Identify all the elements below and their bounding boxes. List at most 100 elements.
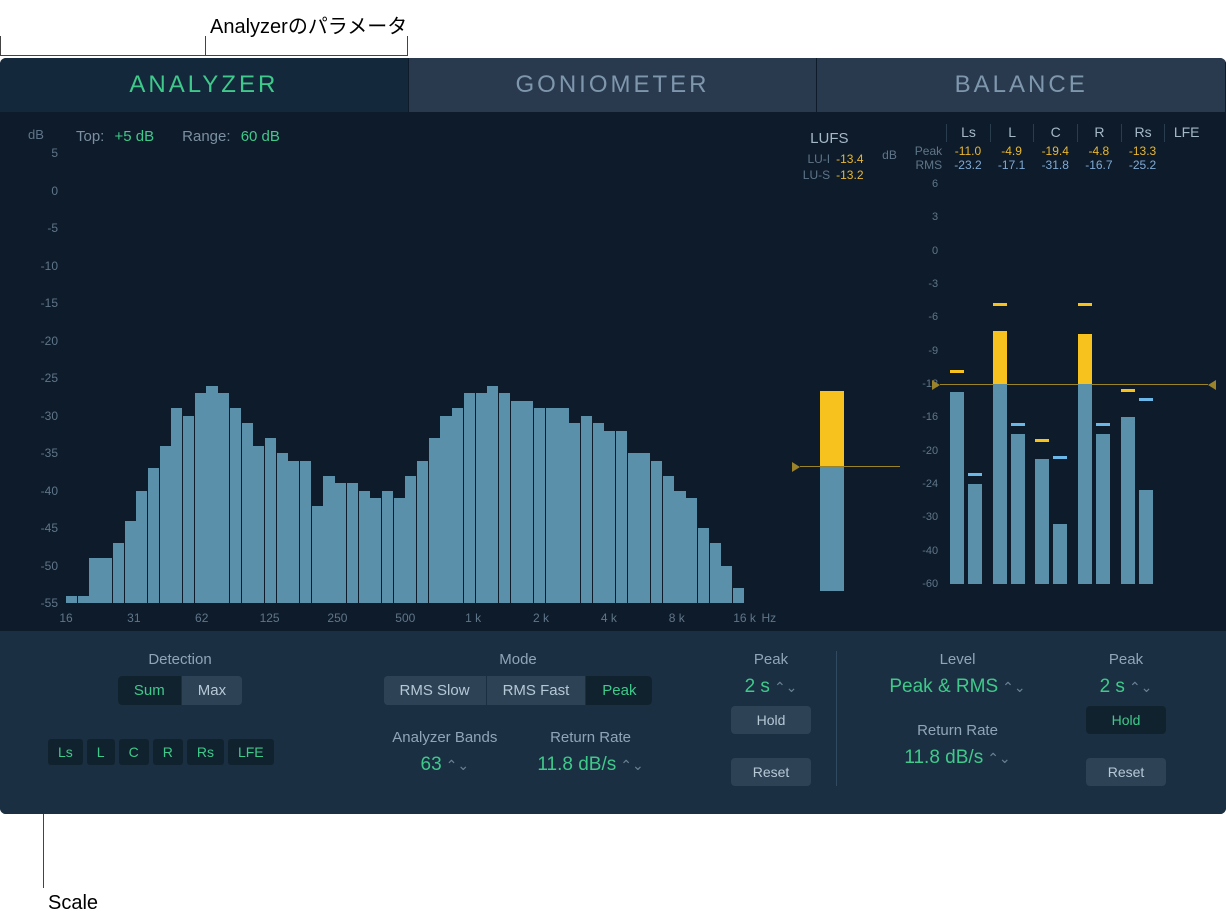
- chan-peak-yellow: [1121, 389, 1135, 392]
- peak-1-title: Peak: [724, 651, 818, 668]
- lufs-value: -13.2: [836, 168, 863, 182]
- toggle-rs[interactable]: Rs: [187, 739, 224, 765]
- spectrum-bar: [593, 423, 604, 603]
- toggle-lfe[interactable]: LFE: [228, 739, 274, 765]
- reading-cell: -17.1: [990, 158, 1034, 172]
- spectrum-bar: [300, 461, 311, 604]
- spectrum-bar: [733, 588, 744, 603]
- spectrum-bar: [440, 416, 451, 604]
- tab-balance[interactable]: BALANCE: [817, 58, 1226, 112]
- chan-y-tick: 6: [906, 178, 938, 190]
- spectrum-bar: [183, 416, 194, 604]
- spectrum-bar: [522, 401, 533, 604]
- spectrum-bar: [639, 453, 650, 603]
- chan-bar-blue-right: [968, 484, 982, 584]
- lufs-title: LUFS: [790, 122, 900, 151]
- y-tick: -20: [22, 334, 58, 348]
- spectrum-bar: [698, 528, 709, 603]
- stepper-icon[interactable]: ⌃⌄: [987, 750, 1010, 766]
- spectrum-bar: [323, 476, 334, 604]
- level-value[interactable]: Peak & RMS⌃⌄: [877, 676, 1038, 698]
- annotation-top-label: Analyzerのパラメータ: [210, 10, 407, 39]
- y-tick: 5: [22, 146, 58, 160]
- spectrum-bar: [511, 401, 522, 604]
- chan-bar-yellow: [1078, 334, 1092, 384]
- x-tick: 125: [260, 611, 280, 625]
- spectrum-bar: [288, 461, 299, 604]
- spectrum-bar: [101, 558, 112, 603]
- chan-peak-blue: [1011, 423, 1025, 426]
- lufs-threshold-line: [800, 466, 900, 467]
- spectrum-bar: [721, 566, 732, 604]
- chan-y-tick: -3: [906, 278, 938, 290]
- detection-max[interactable]: Max: [182, 676, 242, 705]
- range-label: Range:: [182, 128, 230, 145]
- chan-bar-blue-left: [993, 384, 1007, 584]
- mode-rms-slow[interactable]: RMS Slow: [384, 676, 487, 705]
- stepper-icon[interactable]: ⌃⌄: [1129, 679, 1152, 695]
- chan-bar-blue-right: [1011, 434, 1025, 584]
- range-value[interactable]: 60 dB: [241, 128, 280, 145]
- reset-button-2[interactable]: Reset: [1086, 758, 1166, 786]
- chan-peak-blue: [1096, 423, 1110, 426]
- controls-panel: Detection SumMax LsLCRRsLFE Mode RMS Slo…: [0, 631, 1226, 814]
- x-tick: 8 k: [669, 611, 685, 625]
- spectrum-bar: [335, 483, 346, 603]
- x-tick: 62: [195, 611, 208, 625]
- chan-peak-yellow: [950, 370, 964, 373]
- detection-sum[interactable]: Sum: [118, 676, 182, 705]
- toggle-c[interactable]: C: [119, 739, 149, 765]
- reset-button-1[interactable]: Reset: [731, 758, 811, 786]
- return-rate-1-value[interactable]: 11.8 dB/s⌃⌄: [537, 754, 643, 776]
- x-tick: 1 k: [465, 611, 481, 625]
- chan-header-Ls: Ls: [946, 124, 990, 142]
- chan-peak-blue: [1053, 456, 1067, 459]
- return-rate-2-value[interactable]: 11.8 dB/s⌃⌄: [877, 747, 1038, 769]
- toggle-r[interactable]: R: [153, 739, 183, 765]
- hold-button-2[interactable]: Hold: [1086, 706, 1166, 734]
- hz-label: Hz: [761, 611, 776, 625]
- chan-col: [1074, 184, 1117, 582]
- stepper-icon[interactable]: ⌃⌄: [620, 757, 643, 773]
- chan-bar-blue-right: [1096, 434, 1110, 584]
- chan-col: [1117, 184, 1160, 582]
- chan-y-tick: -16: [906, 411, 938, 423]
- mode-rms-fast[interactable]: RMS Fast: [487, 676, 587, 705]
- peak-1-value[interactable]: 2 s⌃⌄: [724, 676, 818, 698]
- lufs-value: -13.4: [836, 152, 863, 166]
- spectrum-bar: [195, 393, 206, 603]
- reading-label: RMS: [910, 158, 946, 172]
- tab-goniometer[interactable]: GONIOMETER: [409, 58, 818, 112]
- lufs-bar-yellow: [820, 391, 844, 466]
- spectrum-bar: [370, 498, 381, 603]
- spectrum-bar: [242, 423, 253, 603]
- lufs-meter: [790, 191, 900, 591]
- top-value[interactable]: +5 dB: [115, 128, 155, 145]
- spectrum-graph[interactable]: dB 50-5-10-15-20-25-30-35-40-45-50-55 16…: [66, 153, 770, 603]
- tab-analyzer[interactable]: ANALYZER: [0, 58, 409, 112]
- chan-y-tick: 3: [906, 211, 938, 223]
- toggle-l[interactable]: L: [87, 739, 115, 765]
- spectrum-bar: [347, 483, 358, 603]
- x-tick: 16 k: [733, 611, 756, 625]
- mode-peak[interactable]: Peak: [586, 676, 652, 705]
- hold-button-1[interactable]: Hold: [731, 706, 811, 734]
- meters-panel: LUFS LU-I-13.4LU-S-13.2 dB LsLCRRsLFE Pe…: [770, 122, 1208, 603]
- spectrum-bar: [546, 408, 557, 603]
- level-title: Level: [877, 651, 1038, 668]
- x-tick: 2 k: [533, 611, 549, 625]
- peak-2-value[interactable]: 2 s⌃⌄: [1074, 676, 1178, 698]
- detection-title: Detection: [48, 651, 312, 668]
- spectrum-bar: [136, 491, 147, 604]
- stepper-icon[interactable]: ⌃⌄: [446, 757, 469, 773]
- spectrum-bar: [66, 596, 77, 604]
- stepper-icon[interactable]: ⌃⌄: [774, 679, 797, 695]
- toggle-ls[interactable]: Ls: [48, 739, 83, 765]
- annotation-top-bracket: [0, 36, 408, 56]
- display-area: Top: +5 dB Range: 60 dB dB 50-5-10-15-20…: [0, 112, 1226, 603]
- stepper-icon[interactable]: ⌃⌄: [1002, 679, 1025, 695]
- bands-value[interactable]: 63⌃⌄: [392, 754, 497, 776]
- spectrum-bar: [417, 461, 428, 604]
- chan-readings: Peak-11.0-4.9-19.4-4.8-13.3RMS-23.2-17.1…: [910, 144, 1208, 172]
- lufs-bar-blue: [820, 466, 844, 591]
